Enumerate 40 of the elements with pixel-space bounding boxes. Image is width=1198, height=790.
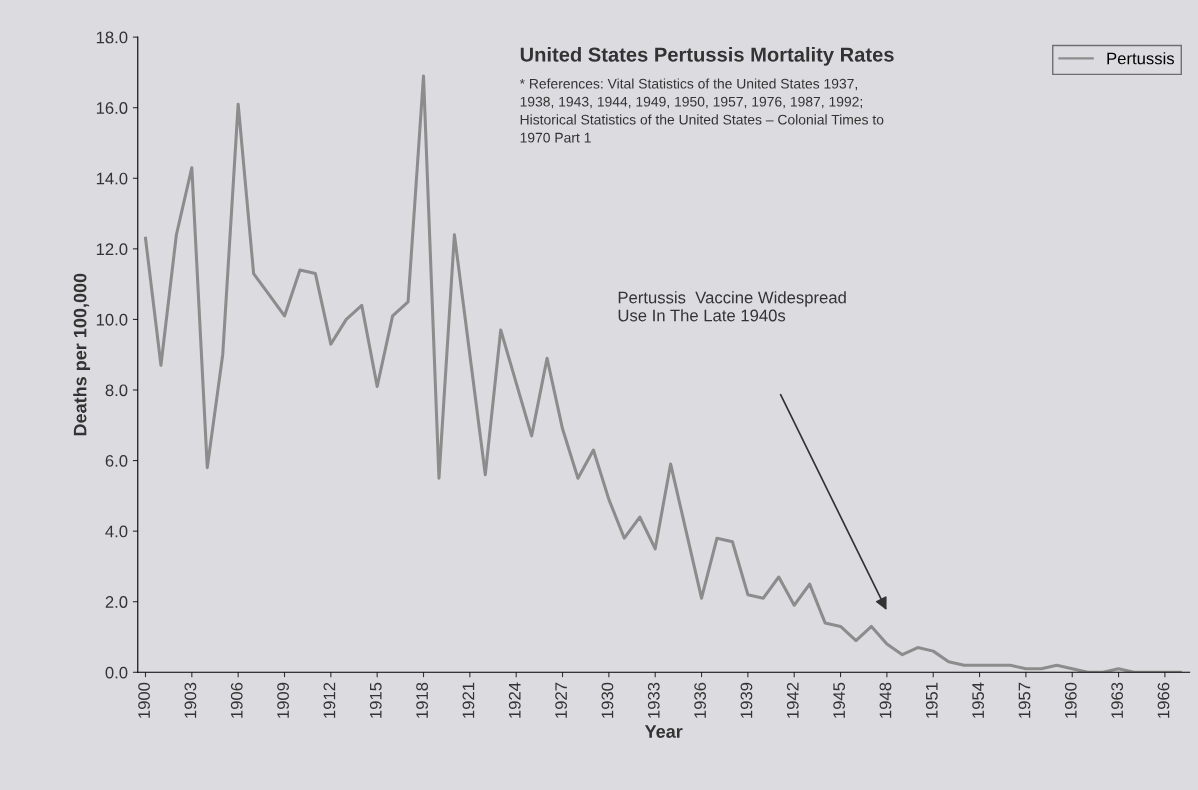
y-tick-label: 8.0 xyxy=(105,384,128,397)
x-tick-label: 1954 xyxy=(972,682,985,718)
x-tick-label: 1957 xyxy=(1018,682,1031,718)
x-tick-label: 1909 xyxy=(277,682,289,718)
annotation: * References: Vital Statistics of the United States 1937, 1938, 1943, 1944, 1949, 1950, 1957, 1976, 1987, 1992; Historical Statistics of the United States – Colonial Times to 1970 Part 1 xyxy=(519,78,884,143)
chart-title: United States Pertussis Mortality Rates xyxy=(520,46,894,66)
y-tick-label: 18.0 xyxy=(96,31,128,44)
y-tick-label: 6.0 xyxy=(105,454,128,467)
y-tick-label: 0.0 xyxy=(105,666,128,679)
y-tick-label: 14.0 xyxy=(96,172,128,185)
y-tick-label: 12.0 xyxy=(96,243,128,256)
y-tick-label: 10.0 xyxy=(96,313,128,326)
x-axis-title: Year xyxy=(644,725,683,738)
y-axis-title: Deaths per 100,000 xyxy=(73,273,91,436)
y-tick-label: 16.0 xyxy=(96,102,128,114)
x-tick-label: 1942 xyxy=(786,682,799,718)
x-tick-label: 1960 xyxy=(1064,682,1077,718)
x-tick-label: 1948 xyxy=(879,682,892,718)
x-tick-label: 1906 xyxy=(230,682,243,718)
x-tick-label: 1930 xyxy=(601,682,614,718)
x-tick-label: 1939 xyxy=(740,682,753,718)
x-tick-label: 1963 xyxy=(1111,682,1124,718)
x-tick-label: 1912 xyxy=(323,682,336,718)
y-tick-label: 4.0 xyxy=(105,525,128,538)
x-tick-label: 1924 xyxy=(508,682,521,718)
x-tick-label: 1933 xyxy=(647,682,660,718)
x-tick-label: 1918 xyxy=(416,682,428,718)
x-tick-label: 1900 xyxy=(138,682,150,718)
y-tick-label: 2.0 xyxy=(105,596,128,608)
x-tick-label: 1927 xyxy=(555,682,567,718)
x-tick-label: 1936 xyxy=(694,682,707,718)
x-tick-label: 1951 xyxy=(925,682,938,718)
x-tick-label: 1945 xyxy=(833,682,846,718)
x-tick-label: 1966 xyxy=(1157,682,1170,718)
x-tick-label: 1921 xyxy=(462,682,475,718)
x-tick-label: 1903 xyxy=(184,682,197,718)
legend-label: Pertussis xyxy=(1107,52,1175,65)
x-tick-label: 1915 xyxy=(369,682,382,718)
line-series xyxy=(143,74,1182,673)
annotation: Pertussis Vaccine Widespread Use In The Late 1940s xyxy=(618,291,846,322)
